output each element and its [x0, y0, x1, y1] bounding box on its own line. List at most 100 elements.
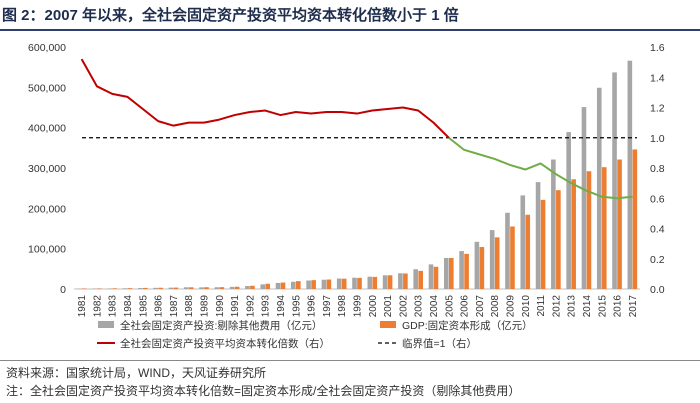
y-right-tick-label: 1.2: [650, 103, 665, 115]
x-tick-label: 2011: [536, 295, 547, 317]
x-tick-label: 2013: [567, 295, 578, 318]
bar-gray-investment: [199, 287, 204, 289]
bar-orange-capital-formation: [296, 281, 301, 289]
bar-gray-investment: [275, 282, 281, 289]
bar-gray-investment: [551, 159, 556, 289]
bar-orange-capital-formation: [311, 280, 316, 289]
bar-orange-capital-formation: [571, 179, 576, 289]
legend-label-ratio: 全社会固定资产投资平均资本转化倍数（右）: [120, 337, 330, 350]
y-left-tick-label: 600,000: [28, 42, 66, 54]
x-tick-label: 2006: [460, 295, 471, 318]
bar-gray-investment: [535, 182, 541, 289]
y-right-tick-label: 0.4: [650, 224, 665, 236]
x-tick-label: 2016: [613, 295, 624, 318]
ratio-line-above-threshold: [80, 58, 450, 139]
x-tick-label: 1986: [154, 295, 165, 318]
bar-orange-capital-formation: [433, 266, 439, 289]
bar-orange-capital-formation: [357, 277, 362, 289]
y-right-tick-label: 0.0: [650, 284, 665, 296]
bar-gray-investment: [291, 281, 296, 289]
y-left-tick-label: 500,000: [28, 82, 66, 94]
bar-orange-capital-formation: [204, 287, 209, 289]
footer-divider: [0, 360, 700, 361]
bar-gray-investment: [107, 288, 113, 289]
bar-gray-investment: [321, 279, 327, 289]
bar-orange-capital-formation: [632, 149, 638, 289]
bar-orange-capital-formation: [234, 286, 240, 289]
bar-gray-investment: [229, 286, 235, 289]
y-right-tick-label: 0.2: [650, 254, 665, 266]
x-tick-label: 1996: [307, 295, 318, 318]
x-tick-label: 1990: [215, 295, 226, 318]
x-tick-label: 2002: [398, 295, 409, 318]
chart-title: 图 2：2007 年以来，全社会固定资产投资平均资本转化倍数小于 1 倍: [2, 7, 459, 24]
bar-orange-capital-formation: [525, 214, 531, 289]
y-left-tick-label: 0: [60, 284, 66, 296]
bar-gray-investment: [382, 275, 388, 289]
x-tick-label: 1995: [291, 295, 302, 318]
x-tick-label: 1991: [230, 295, 241, 318]
bar-orange-capital-formation: [601, 167, 607, 289]
bar-orange-capital-formation: [494, 237, 500, 289]
legend-label-orange: GDP:固定资本形成（亿元）: [402, 319, 533, 332]
bar-orange-capital-formation: [372, 276, 378, 289]
bar-orange-capital-formation: [556, 190, 561, 289]
bar-gray-investment: [474, 241, 480, 289]
bar-orange-capital-formation: [280, 282, 286, 289]
y-right-tick-label: 0.8: [650, 163, 665, 175]
x-tick-label: 2004: [429, 295, 440, 318]
x-tick-label: 1983: [108, 295, 119, 318]
bar-orange-capital-formation: [158, 287, 163, 289]
y-left-tick-label: 200,000: [28, 203, 66, 215]
bar-gray-investment: [306, 280, 311, 289]
x-tick-label: 2001: [383, 295, 394, 318]
bar-gray-investment: [122, 288, 128, 289]
bar-gray-investment: [336, 278, 342, 289]
x-tick-label: 2008: [490, 295, 501, 318]
bar-orange-capital-formation: [250, 285, 255, 289]
bar-gray-investment: [245, 285, 250, 289]
legend-swatch-orange: [380, 321, 396, 328]
bar-orange-capital-formation: [97, 288, 102, 289]
x-tick-label: 2005: [444, 295, 455, 318]
x-tick-label: 1992: [245, 295, 256, 318]
title-divider: [0, 29, 700, 31]
bar-gray-investment: [566, 132, 571, 289]
bar-orange-capital-formation: [112, 288, 118, 289]
bar-gray-investment: [443, 257, 449, 289]
x-tick-label: 1998: [337, 295, 348, 318]
bar-orange-capital-formation: [341, 278, 347, 289]
bar-gray-investment: [398, 273, 403, 289]
bar-gray-investment: [153, 287, 158, 289]
bar-gray-investment: [352, 277, 357, 289]
bar-gray-investment: [489, 230, 495, 289]
bar-gray-investment: [260, 284, 266, 289]
x-tick-label: 1981: [77, 295, 88, 318]
bar-orange-capital-formation: [448, 257, 454, 289]
bar-gray-investment: [168, 287, 174, 289]
x-tick-label: 2017: [628, 295, 639, 318]
y-left-tick-label: 400,000: [28, 123, 66, 135]
y-right-tick-label: 1.0: [650, 133, 665, 145]
bar-orange-capital-formation: [81, 288, 87, 289]
legend-label-gray: 全社会固定资产投资:剔除其他费用（亿元）: [120, 319, 322, 332]
note-text: 注：全社会固定资产投资平均资本转化倍数=固定资本形成/全社会固定资产投资（剔除其…: [6, 384, 521, 398]
ratio-line-below-threshold: [448, 136, 633, 200]
bar-orange-capital-formation: [219, 287, 225, 289]
bar-gray-investment: [520, 195, 526, 289]
x-tick-label: 2007: [475, 295, 486, 318]
bar-orange-capital-formation: [173, 287, 179, 289]
y-right-tick-label: 1.4: [650, 72, 665, 84]
bar-orange-capital-formation: [464, 253, 469, 289]
x-tick-label: 2015: [597, 295, 608, 318]
bar-orange-capital-formation: [540, 199, 546, 289]
x-tick-label: 1984: [123, 295, 134, 318]
bar-orange-capital-formation: [326, 279, 332, 289]
x-tick-label: 2000: [368, 295, 379, 318]
bar-gray-investment: [138, 287, 143, 289]
bar-orange-capital-formation: [586, 171, 592, 289]
source-text: 资料来源：国家统计局，WIND，天风证券研究所: [6, 366, 266, 380]
bar-gray-investment: [459, 251, 464, 289]
bar-gray-investment: [581, 107, 587, 289]
